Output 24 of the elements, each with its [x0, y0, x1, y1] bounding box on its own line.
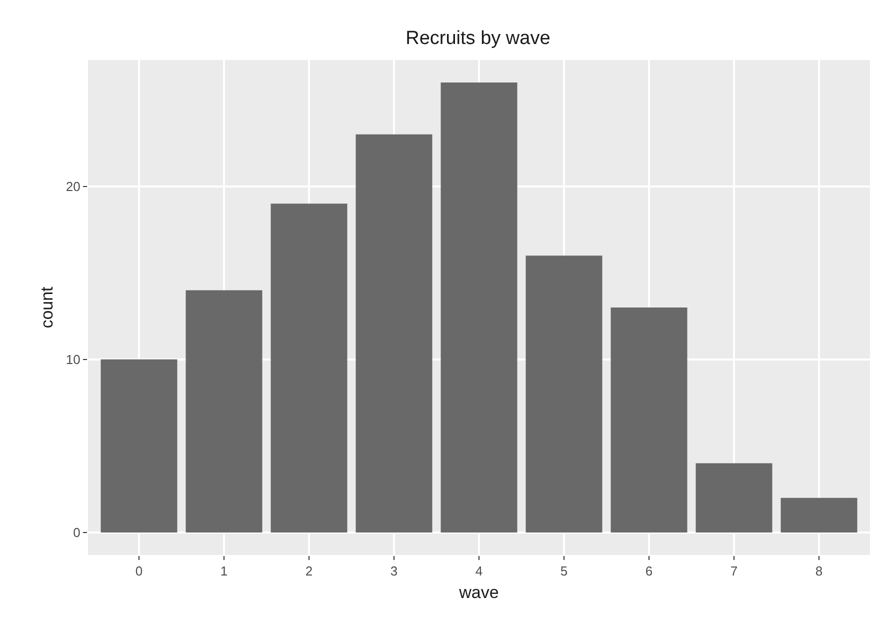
bar: [186, 290, 262, 532]
x-tick-label: 8: [815, 564, 823, 579]
x-tick-label: 6: [645, 564, 653, 579]
x-tick-label: 5: [560, 564, 568, 579]
bar: [270, 204, 348, 532]
x-axis-title: wave: [458, 583, 499, 602]
x-tick-label: 7: [730, 564, 738, 579]
bar: [780, 498, 858, 532]
bar: [696, 463, 772, 532]
bar: [440, 82, 518, 532]
y-tick-label: 0: [73, 525, 80, 540]
chart-title: Recruits by wave: [406, 28, 550, 49]
bar: [356, 134, 432, 532]
bar: [526, 256, 602, 532]
x-tick-label: 3: [390, 564, 398, 579]
x-tick-label: 1: [220, 564, 228, 579]
bar: [610, 308, 688, 532]
bar: [100, 359, 178, 532]
y-axis-title: count: [37, 286, 56, 328]
x-tick-label: 4: [475, 564, 483, 579]
x-tick-label: 2: [305, 564, 313, 579]
y-tick-label: 20: [66, 178, 80, 194]
y-tick-label: 10: [66, 352, 80, 367]
x-tick-label: 0: [135, 564, 143, 579]
